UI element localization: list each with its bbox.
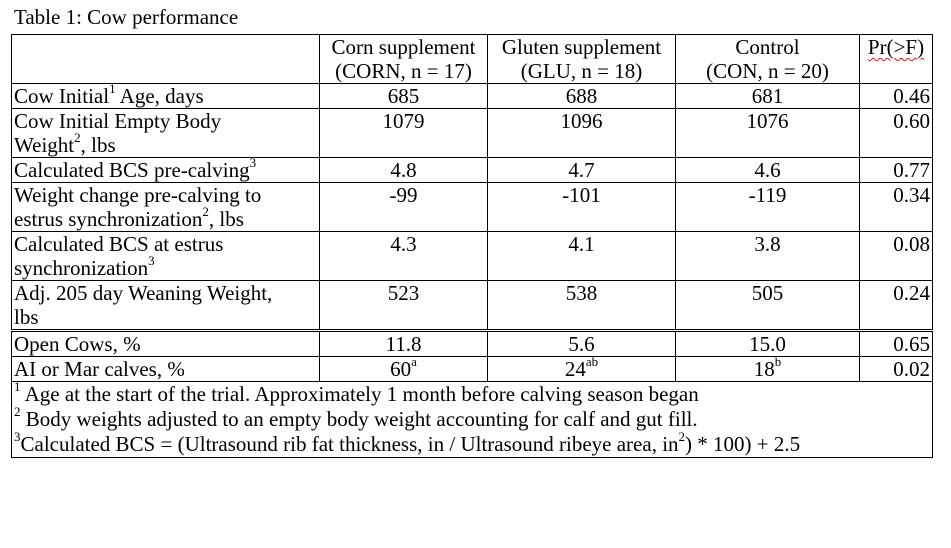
header-row: Corn supplement (CORN, n = 17) Gluten su…	[11, 34, 933, 84]
cell-corn: 685	[319, 83, 488, 109]
row-label: Adj. 205 day Weaning Weight, lbs	[11, 280, 320, 332]
table-row: Calculated BCS pre-calving3 4.8 4.7 4.6 …	[11, 156, 933, 183]
cell-corn: 4.8	[319, 157, 488, 183]
cell-corn: 523	[319, 280, 488, 332]
table-row: Cow Initial1 Age, days 685 688 681 0.46	[11, 82, 933, 109]
cell-con: 505	[675, 280, 860, 332]
row-label: Open Cows, %	[11, 330, 320, 357]
cell-glu: -101	[487, 182, 676, 232]
row-label: Weight change pre-calving to estrus synch…	[11, 182, 320, 232]
table-row: Open Cows, % 11.8 5.6 15.0 0.65	[11, 330, 933, 357]
cell-glu: 4.7	[487, 157, 676, 183]
cell-glu: 5.6	[487, 330, 676, 357]
cell-p: 0.34	[859, 182, 933, 232]
col-header-glu-line2: (GLU, n = 18)	[520, 59, 643, 83]
col-header-p-line1: Pr(>F)	[867, 35, 925, 59]
footnote-2: 2 Body weights adjusted to an empty body…	[14, 404, 698, 431]
cell-corn: 1079	[319, 108, 488, 158]
cell-glu: 538	[487, 280, 676, 332]
cell-con: 3.8	[675, 231, 860, 281]
cell-glu: 4.1	[487, 231, 676, 281]
footnotes-cell: 1 Age at the start of the trial. Approxi…	[11, 379, 933, 458]
header-empty-cell	[11, 34, 320, 84]
col-header-corn-line1: Corn supplement	[331, 35, 476, 59]
table-row: Calculated BCS at estrus synchronization3…	[11, 231, 933, 281]
cell-corn: 11.8	[319, 330, 488, 357]
cell-p: 0.46	[859, 83, 933, 109]
cow-performance-table: Corn supplement (CORN, n = 17) Gluten su…	[11, 34, 933, 458]
cell-con: 4.6	[675, 157, 860, 183]
row-label: AI or Mar calves, %	[11, 356, 320, 382]
table-row: Weight change pre-calving to estrus synch…	[11, 182, 933, 232]
cell-p: 0.60	[859, 108, 933, 158]
row-label: Cow Initial1 Age, days	[11, 82, 320, 109]
footnote-1: 1 Age at the start of the trial. Approxi…	[14, 379, 699, 406]
footnote-3: 3Calculated BCS = (Ultrasound rib fat th…	[14, 429, 801, 456]
cell-con: 18b	[675, 355, 860, 382]
cell-p: 0.77	[859, 157, 933, 183]
table-row: Adj. 205 day Weaning Weight, lbs 523 538 …	[11, 280, 933, 332]
table-caption: Table 1: Cow performance	[14, 5, 239, 29]
cell-corn: 60a	[319, 355, 488, 382]
cell-corn: -99	[319, 182, 488, 232]
col-header-con-line1: Control	[735, 35, 800, 59]
cell-p: 0.24	[859, 280, 933, 332]
col-header-corn: Corn supplement (CORN, n = 17)	[319, 34, 488, 84]
table-row: AI or Mar calves, % 60a 24ab 18b 0.02	[11, 355, 933, 382]
col-header-glu-line1: Gluten supplement	[501, 35, 662, 59]
row-label: Calculated BCS at estrus synchronization3	[11, 231, 320, 281]
footnotes-row: 1 Age at the start of the trial. Approxi…	[11, 379, 933, 458]
cell-con: 1076	[675, 108, 860, 158]
cell-p: 0.02	[859, 356, 933, 382]
col-header-corn-line2: (CORN, n = 17)	[335, 59, 472, 83]
cell-p: 0.08	[859, 231, 933, 281]
col-header-glu: Gluten supplement (GLU, n = 18)	[487, 34, 676, 84]
col-header-con: Control (CON, n = 20)	[675, 34, 860, 84]
row-label: Calculated BCS pre-calving3	[11, 156, 320, 183]
cell-con: 15.0	[675, 330, 860, 357]
cell-corn: 4.3	[319, 231, 488, 281]
table-row: Cow Initial Empty Body Weight2, lbs 1079 …	[11, 108, 933, 158]
cell-glu: 688	[487, 83, 676, 109]
cell-glu: 24ab	[487, 355, 676, 382]
cell-con: 681	[675, 83, 860, 109]
cell-con: -119	[675, 182, 860, 232]
col-header-p: Pr(>F)	[859, 34, 933, 84]
col-header-con-line2: (CON, n = 20)	[706, 59, 829, 83]
row-label: Cow Initial Empty Body Weight2, lbs	[11, 108, 320, 158]
cell-glu: 1096	[487, 108, 676, 158]
cell-p: 0.65	[859, 330, 933, 357]
